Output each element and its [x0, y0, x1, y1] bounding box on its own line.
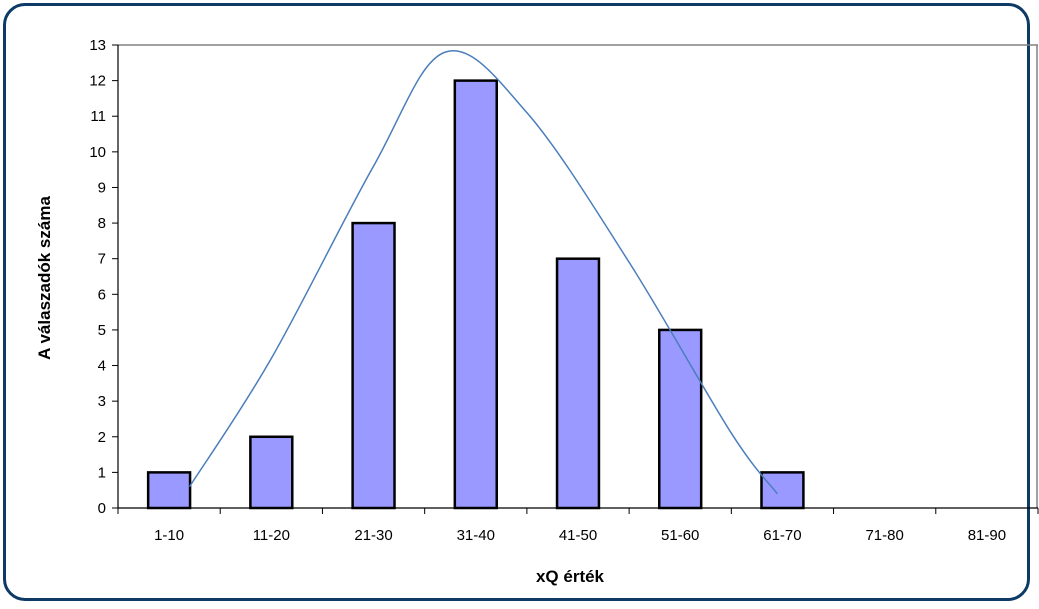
- bar: [351, 221, 396, 510]
- x-tick-label: 11-20: [253, 527, 290, 544]
- x-tick-label: 1-10: [154, 527, 184, 544]
- y-axis-title: A válaszadók száma: [35, 196, 54, 360]
- bars: [146, 79, 805, 510]
- fitted-curve-line: [188, 49, 778, 495]
- y-tick-label: 3: [98, 393, 106, 410]
- y-tick-label: 6: [98, 286, 106, 303]
- x-tick-label: 41-50: [559, 527, 597, 544]
- y-tick-label: 11: [90, 108, 106, 125]
- x-tick-label: 31-40: [457, 527, 495, 544]
- y-tick-label: 7: [98, 251, 106, 268]
- x-axis-title: xQ érték: [536, 567, 605, 586]
- y-tick-label: 5: [98, 322, 106, 339]
- x-tick-label: 21-30: [354, 527, 392, 544]
- x-tick-label: 81-90: [968, 527, 1006, 544]
- x-tick-label: 61-70: [763, 527, 801, 544]
- y-tick-label: 10: [89, 144, 106, 161]
- bar: [555, 257, 601, 510]
- y-tick-label: 0: [98, 500, 106, 517]
- x-tick-label: 51-60: [661, 527, 699, 544]
- y-tick-label: 13: [89, 37, 106, 54]
- bar: [760, 471, 805, 510]
- y-tick-label: 9: [98, 179, 106, 196]
- x-tick-label: 71-80: [865, 527, 903, 544]
- y-tick-label: 2: [98, 429, 106, 446]
- y-tick-label: 4: [98, 358, 106, 375]
- bar: [249, 435, 294, 510]
- bar: [658, 328, 703, 510]
- bar: [146, 471, 192, 510]
- y-tick-label: 12: [89, 73, 106, 90]
- y-tick-label: 1: [98, 464, 106, 481]
- y-tick-label: 8: [98, 215, 106, 232]
- axes: [117, 44, 1038, 509]
- bar: [453, 79, 498, 510]
- x-axis-ticks: 1-10 11-20 21-30 31-40 41-50 51-60 61-70 71-80 8…: [117, 508, 1039, 544]
- curve-layer: [188, 49, 778, 495]
